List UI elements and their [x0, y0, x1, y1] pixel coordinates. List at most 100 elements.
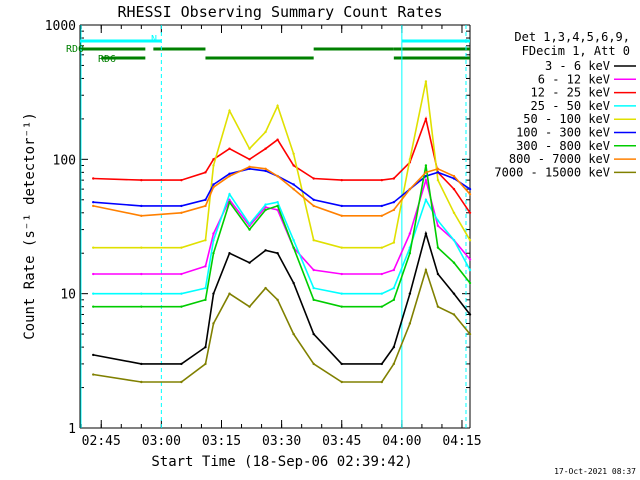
series-2-point: [228, 198, 231, 201]
y-tick-label: 1: [68, 422, 76, 437]
rd0-label: RD0: [66, 44, 84, 55]
series-line-1: [93, 230, 471, 365]
series-9-point: [340, 380, 343, 384]
series-8-point: [92, 204, 95, 208]
x-axis-label: Start Time (18-Sep-06 02:39:42): [151, 454, 412, 470]
series-5-point: [452, 211, 456, 214]
series-6-point: [312, 198, 315, 201]
series-7-point: [424, 164, 428, 167]
legend-label-6: 100 - 300 keV: [516, 126, 610, 140]
status-bars: [80, 25, 470, 428]
series-1-point: [424, 232, 428, 235]
series-3-point: [292, 164, 295, 167]
series-7-point: [212, 252, 215, 255]
series-4-point: [340, 292, 343, 295]
series-1-point: [452, 292, 456, 295]
series-1-point: [392, 345, 396, 349]
series-4-point: [380, 292, 384, 295]
series-5-point: [468, 239, 472, 242]
x-tick-label: 02:45: [82, 434, 121, 449]
series-3-point: [248, 158, 251, 161]
series-4-point: [180, 292, 183, 295]
series-7-point: [312, 298, 315, 302]
series-7-point: [204, 298, 207, 302]
series-7-point: [264, 208, 267, 212]
series-8-point: [204, 204, 207, 208]
series-2-point: [204, 265, 207, 268]
series-5-point: [276, 104, 279, 108]
series-9-point: [264, 286, 267, 290]
y-axis-ticks: 1 10 100 1000: [45, 19, 470, 437]
legend-label-8: 800 - 7000 keV: [509, 152, 610, 166]
series-7-point: [408, 252, 412, 255]
series-6-point: [92, 200, 95, 204]
series-3-point: [92, 177, 95, 180]
series-8-point: [140, 214, 143, 217]
series-5-point: [408, 158, 412, 161]
series-5-point: [436, 178, 440, 182]
series-5-point: [140, 246, 143, 249]
legend-label-2: 6 - 12 keV: [538, 72, 610, 86]
series-3-point: [276, 138, 279, 141]
series-6-point: [340, 204, 343, 208]
series-9-point: [204, 362, 207, 366]
x-tick-label: 03:45: [322, 434, 361, 449]
series-8-point: [312, 204, 315, 208]
series-5-point: [340, 246, 343, 249]
series-7-point: [380, 305, 384, 308]
series-1-point: [380, 362, 384, 366]
series-4-point: [292, 239, 295, 242]
series-1-point: [92, 353, 95, 357]
legend-label-5: 50 - 100 keV: [523, 112, 610, 126]
series-9-point: [276, 298, 279, 302]
series-8-point: [424, 171, 428, 174]
series-3-point: [264, 147, 267, 150]
series-8-point: [292, 187, 295, 191]
x-tick-label: 03:00: [142, 434, 181, 449]
series-1-point: [408, 292, 412, 295]
series-7-point: [92, 305, 95, 308]
series-2-point: [92, 272, 95, 276]
series-line-9: [93, 267, 471, 383]
series-9-point: [292, 332, 295, 336]
series-7-point: [276, 204, 279, 208]
series-line-3: [93, 116, 471, 214]
series-7-point: [392, 298, 396, 302]
series-1-point: [340, 362, 343, 366]
y-tick-label: 10: [60, 288, 76, 303]
legend: Det 1,3,4,5,6,9, FDecim 1, Att 0 3 - 6 k…: [494, 30, 636, 179]
series-8-point: [248, 165, 251, 168]
series-2-point: [180, 272, 183, 276]
series-8-point: [180, 211, 183, 214]
series-4-point: [140, 292, 143, 295]
series-2-point: [468, 258, 472, 261]
y-axis-label: Count Rate (s⁻¹ detector⁻¹): [22, 112, 38, 340]
series-5-point: [312, 239, 315, 242]
series-8-point: [212, 186, 215, 189]
series-9-point: [408, 322, 412, 325]
x-axis-ticks: 02:45 03:00 03:15 03:30 03:45 04:00 04:15: [80, 25, 482, 449]
series-5-point: [380, 246, 384, 249]
series-3-point: [180, 178, 183, 182]
y-tick-label: 1000: [45, 19, 76, 34]
series-4-point: [452, 239, 456, 242]
series-6-point: [436, 171, 440, 174]
legend-label-4: 25 - 50 keV: [531, 99, 610, 113]
series-4-point: [248, 222, 251, 226]
series-2-point: [312, 268, 315, 272]
series-line-6: [93, 167, 471, 207]
night-label: N: [151, 34, 157, 45]
series-5-point: [424, 80, 428, 83]
series-4-point: [312, 286, 315, 290]
rd6-label: RD6: [98, 54, 116, 65]
series-9-point: [392, 362, 396, 366]
series-5-point: [292, 152, 295, 155]
series-1-point: [140, 362, 143, 366]
series-8-point: [276, 174, 279, 178]
series-line-8: [93, 165, 471, 217]
series-6-point: [228, 172, 231, 176]
series-7-point: [468, 281, 472, 285]
series-9-point: [212, 322, 215, 325]
series-1-point: [212, 292, 215, 295]
series-8-point: [468, 193, 472, 196]
